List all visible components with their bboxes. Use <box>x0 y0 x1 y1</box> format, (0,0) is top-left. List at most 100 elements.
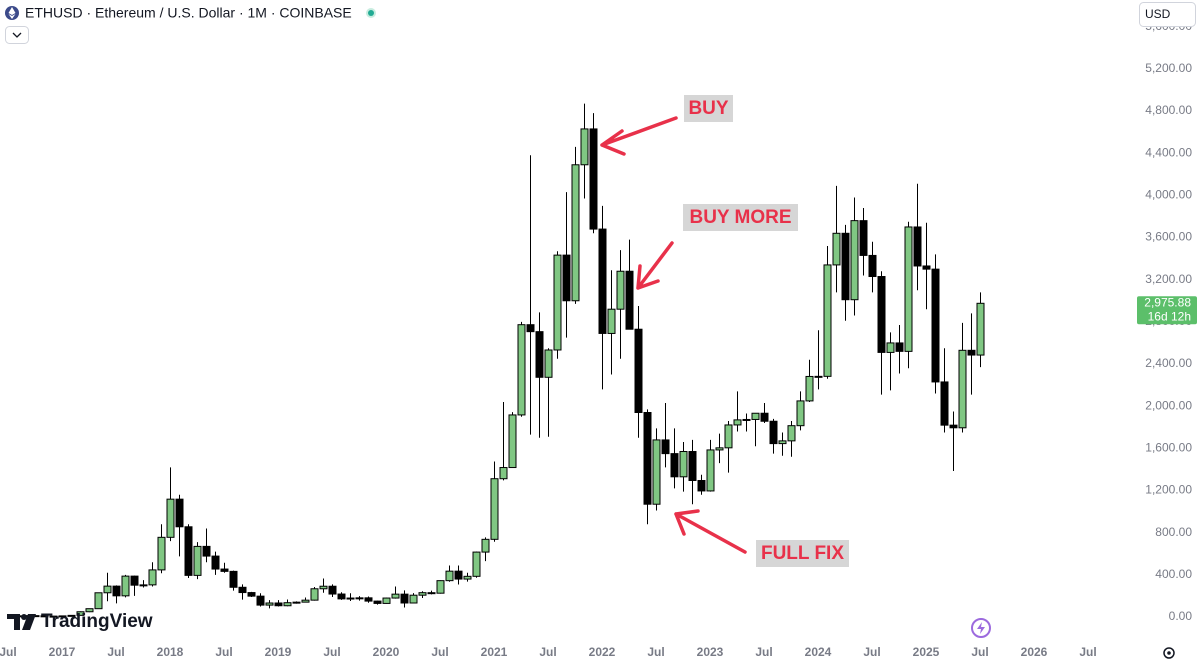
brand-logo <box>7 614 20 630</box>
candle-body <box>958 349 967 429</box>
candle-body <box>454 570 463 580</box>
candle-body <box>229 570 238 588</box>
candle-body <box>769 420 778 445</box>
x-tick-label: Jul <box>0 645 17 659</box>
candle-body <box>211 555 220 570</box>
candle-body <box>337 593 346 600</box>
candle-body <box>895 342 904 352</box>
candle-body <box>706 449 715 492</box>
candle-body <box>715 447 724 451</box>
candle-body <box>436 580 445 594</box>
x-tick-label: 2025 <box>913 645 940 659</box>
symbol-icon-glyph <box>8 7 16 19</box>
candle-body <box>328 585 337 595</box>
candle-body <box>634 328 643 414</box>
x-tick-label: 2017 <box>49 645 76 659</box>
candle-body <box>580 128 589 166</box>
candle-body <box>733 419 742 426</box>
candle-body <box>976 302 985 356</box>
candle-body <box>814 375 823 378</box>
candle-body <box>283 602 292 607</box>
candle-body <box>877 276 886 353</box>
annotation-bg <box>684 95 733 122</box>
collapse-button[interactable] <box>5 26 29 44</box>
candles <box>13 103 985 618</box>
candle-body <box>274 602 283 607</box>
candle-body <box>463 575 472 580</box>
candle-body <box>544 349 553 378</box>
x-tick-label: 2021 <box>481 645 508 659</box>
last-price: 2,975.88 <box>1144 295 1191 309</box>
candle-body <box>724 424 733 449</box>
candle-body <box>193 545 202 576</box>
chart-title: ETHUSD · Ethereum / U.S. Dollar · 1M · C… <box>25 5 352 21</box>
candle-body <box>409 594 418 604</box>
y-tick-label: 5,200.00 <box>1145 61 1192 75</box>
countdown: 16d 12h <box>1148 309 1191 323</box>
candle-body <box>841 232 850 301</box>
x-tick-label: 2023 <box>697 645 724 659</box>
candle-body <box>382 597 391 604</box>
candle-body <box>391 593 400 599</box>
y-tick-label: 400.00 <box>1155 567 1192 581</box>
candle-body <box>643 412 652 505</box>
candle-body <box>40 615 49 618</box>
candle-body <box>949 424 958 429</box>
candle-body <box>589 128 598 230</box>
candle-body <box>121 575 130 597</box>
x-tick-label: 2024 <box>805 645 832 659</box>
candle-body <box>796 400 805 427</box>
x-tick-label: Jul <box>107 645 124 659</box>
candle-body <box>904 226 913 352</box>
candle-body <box>472 551 481 577</box>
candle-body <box>625 270 634 330</box>
candle-body <box>823 264 832 377</box>
candle-body <box>130 575 139 586</box>
currency-button[interactable] <box>1139 2 1196 27</box>
candle-body <box>292 601 301 604</box>
candle-body <box>202 545 211 557</box>
settings-icon[interactable] <box>1163 647 1175 659</box>
x-tick-label: Jul <box>863 645 880 659</box>
annotation: BUY MORE <box>689 207 791 228</box>
candle-body <box>517 324 526 416</box>
brand-logo-dot <box>21 614 27 620</box>
candle-body <box>526 324 535 333</box>
candle-body <box>427 592 436 595</box>
currency-label: USD <box>1145 7 1171 21</box>
x-tick-label: 2026 <box>1021 645 1048 659</box>
y-tick-label: 4,000.00 <box>1145 188 1192 202</box>
arrow <box>674 509 747 554</box>
x-tick-label: Jul <box>647 645 664 659</box>
x-tick-label: Jul <box>539 645 556 659</box>
candle-body <box>652 439 661 505</box>
brand: TradingView <box>41 611 153 632</box>
candle-body <box>139 584 148 587</box>
x-tick-label: 2019 <box>265 645 292 659</box>
candle-body <box>778 440 787 445</box>
candle-body <box>148 569 157 586</box>
market-status-dot <box>368 10 374 16</box>
x-tick-label: Jul <box>971 645 988 659</box>
candle-body <box>598 228 607 334</box>
brand-logo-slash <box>22 614 36 630</box>
candle-body <box>256 595 265 606</box>
candle-body <box>76 611 85 616</box>
candle-body <box>859 220 868 256</box>
candle-body <box>616 270 625 310</box>
assistant-icon[interactable] <box>971 618 991 638</box>
candle-body <box>103 585 112 594</box>
candle-body <box>868 254 877 278</box>
annotation-bg <box>756 540 849 567</box>
candle-body <box>940 381 949 426</box>
x-tick-label: Jul <box>323 645 340 659</box>
candle-body <box>67 614 76 617</box>
arrow <box>636 241 674 290</box>
candle-body <box>346 597 355 600</box>
candle-body <box>166 498 175 538</box>
candle-body <box>445 570 454 582</box>
y-tick-label: 3,200.00 <box>1145 272 1192 286</box>
candle-body <box>850 220 859 301</box>
x-tick-label: Jul <box>431 645 448 659</box>
candle-body <box>220 568 229 572</box>
